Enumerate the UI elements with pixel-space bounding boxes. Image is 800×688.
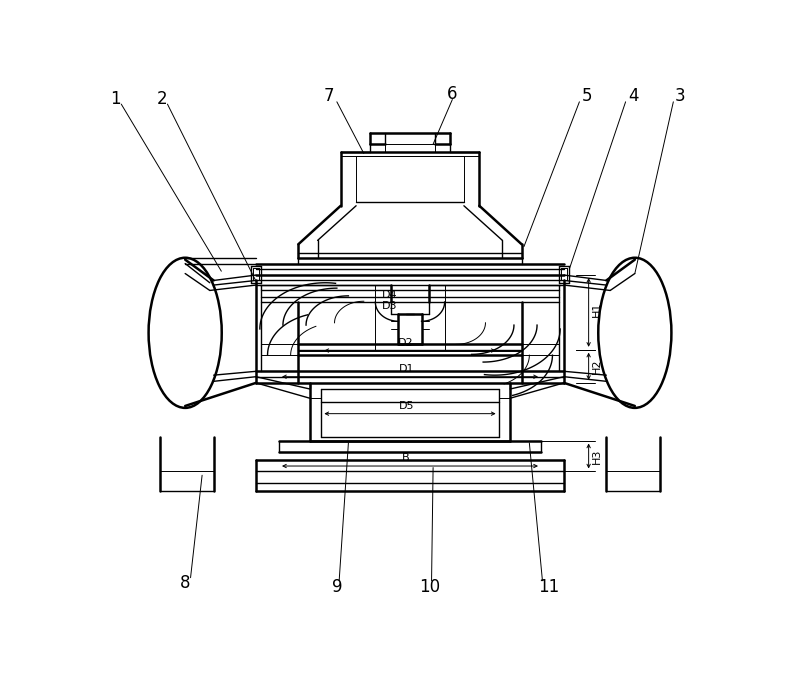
- Text: 10: 10: [418, 578, 440, 596]
- Text: H1: H1: [592, 302, 602, 317]
- Text: H2: H2: [592, 358, 602, 374]
- Text: 9: 9: [332, 578, 342, 596]
- Text: D4: D4: [382, 290, 397, 300]
- Text: 6: 6: [447, 85, 458, 103]
- Text: 11: 11: [538, 578, 559, 596]
- Text: D2: D2: [398, 338, 414, 348]
- Text: 1: 1: [110, 91, 121, 109]
- Text: 2: 2: [157, 91, 167, 109]
- Text: B: B: [402, 453, 410, 463]
- Text: H3: H3: [592, 449, 602, 464]
- Text: 3: 3: [674, 87, 685, 105]
- Text: 4: 4: [628, 87, 638, 105]
- Text: 8: 8: [180, 574, 190, 592]
- Text: 7: 7: [324, 87, 334, 105]
- Text: 5: 5: [582, 87, 592, 105]
- Text: D5: D5: [398, 400, 414, 411]
- Text: D3: D3: [382, 301, 397, 311]
- Text: D1: D1: [398, 364, 414, 374]
